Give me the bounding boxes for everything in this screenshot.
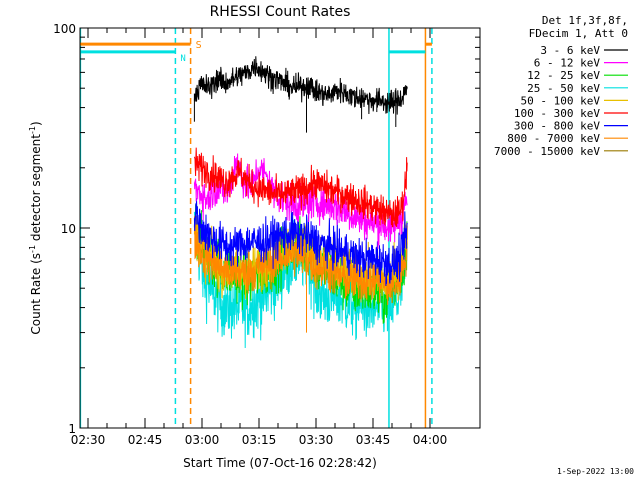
y-axis-label-sup1: -1 <box>28 245 37 253</box>
legend-label-2: 12 - 25 keV <box>527 69 600 82</box>
legend-label-8: 7000 - 15000 keV <box>494 145 600 158</box>
y-axis-label-end: ) <box>29 121 43 126</box>
series-line-7 <box>193 215 408 306</box>
legend-label-0: 3 - 6 keV <box>540 44 600 57</box>
axes: 1 10 100 02:30 02:45 03:00 03:15 03:30 03:45 04:0… <box>53 22 480 447</box>
chart-title: RHESSI Count Rates <box>210 4 351 20</box>
saa-flag-label: N <box>180 54 185 64</box>
x-tick-label-6: 04:00 <box>413 433 448 447</box>
attenuator-flag-label: S <box>196 40 202 51</box>
x-tick-label-3: 03:15 <box>242 433 277 447</box>
x-axis-label: Start Time (07-Oct-16 02:28:42) <box>183 456 377 470</box>
legend-label-4: 50 - 100 keV <box>521 94 601 107</box>
y-tick-label-0: 1 <box>68 422 76 436</box>
series-line-5 <box>193 147 408 228</box>
plot-content: SN <box>79 28 433 428</box>
footer-date: 1-Sep-2022 13:00 <box>557 467 634 476</box>
x-tick-label-1: 02:45 <box>128 433 163 447</box>
legend-label-5: 100 - 300 keV <box>514 107 600 120</box>
y-axis-label-main: Count Rate (s <box>29 253 43 335</box>
x-tick-label-2: 03:00 <box>185 433 220 447</box>
series-line-6 <box>193 198 408 287</box>
y-tick-label-1: 10 <box>61 222 76 236</box>
legend-label-7: 800 - 7000 keV <box>507 132 600 145</box>
y-axis-label-sup2: -1 <box>28 126 37 134</box>
legend-label-1: 6 - 12 keV <box>534 57 601 70</box>
y-axis-label: Count Rate (s-1 detector segment-1) <box>28 121 43 334</box>
x-tick-label-5: 03:45 <box>356 433 391 447</box>
legend-label-3: 25 - 50 keV <box>527 82 600 95</box>
series-line-0 <box>193 56 408 115</box>
legend-header-line1: Det 1f,3f,8f, <box>542 14 628 27</box>
legend-header-line2: FDecim 1, Att 0 <box>529 27 628 40</box>
y-axis-label-mid: detector segment <box>29 134 43 245</box>
legend-label-6: 300 - 800 keV <box>514 120 600 133</box>
x-tick-label-4: 03:30 <box>299 433 334 447</box>
y-tick-label-2: 100 <box>53 22 76 36</box>
x-tick-label-0: 02:30 <box>71 433 106 447</box>
